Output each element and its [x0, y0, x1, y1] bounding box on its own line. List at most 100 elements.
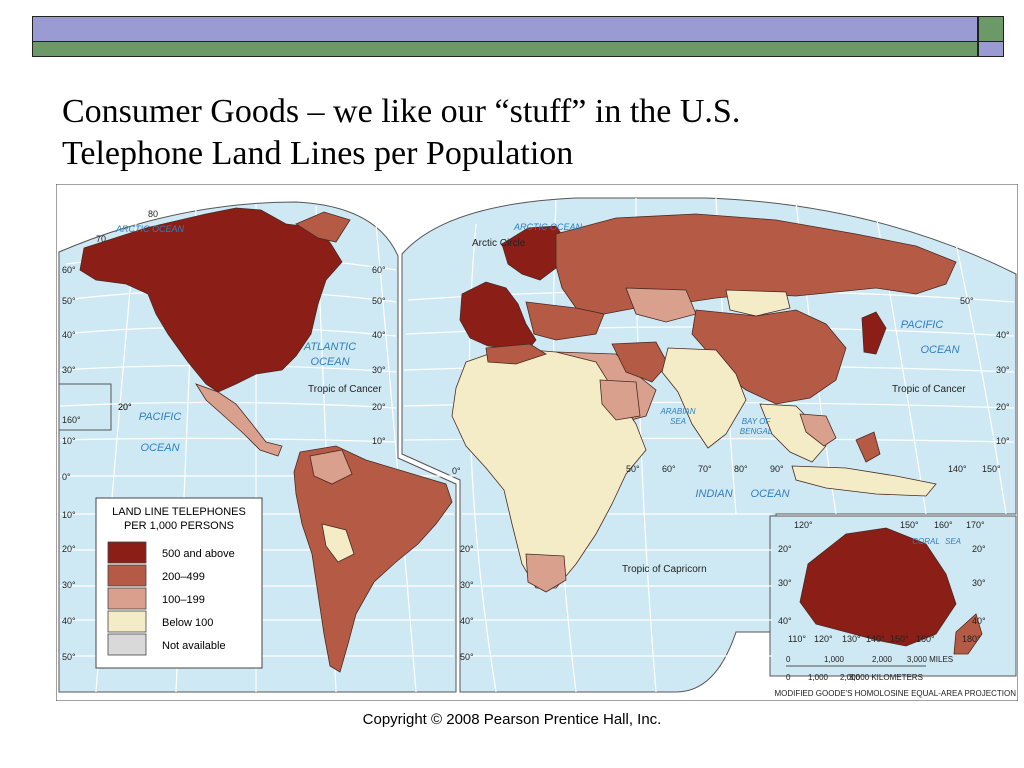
thailand-region — [799, 413, 837, 447]
latitude-labels-left: 80 70 60° 50° 40° 30° 20° 10° 0° 10° 20° 30° 40° 50° — [62, 209, 158, 662]
coordinate-label: 70 — [96, 234, 106, 244]
coordinate-label: 140° — [866, 634, 885, 644]
legend-label: 100–199 — [162, 594, 205, 606]
latitude-labels-middle: 60° 50° 40° 30° 20° 10° 20° 30° 40° 50° — [372, 265, 474, 662]
north-america-region — [79, 207, 343, 393]
coordinate-label: 30° — [996, 365, 1010, 375]
coral-sea-label-1: CORAL — [912, 537, 940, 546]
slide-title: Consumer Goods – we like our “stuff” in … — [62, 92, 740, 174]
title-line-2: Telephone Land Lines per Population — [62, 135, 574, 172]
mongolia-region — [725, 289, 791, 317]
coordinate-label: 160° — [916, 634, 935, 644]
coordinate-label: 10° — [372, 436, 386, 446]
coordinate-label: 0° — [62, 472, 71, 482]
scale-miles-label: 1,000 — [824, 655, 845, 664]
coordinate-label: 30° — [62, 580, 76, 590]
scale-km-label: 2,000 — [840, 673, 861, 682]
coordinate-label: 50° — [460, 652, 474, 662]
scale-miles-label: 3,000 MILES — [907, 655, 953, 664]
coordinate-label: 40° — [372, 330, 386, 340]
pacific-ocean-left-label-2: OCEAN — [140, 442, 179, 454]
arctic-circle-label: Arctic Circle — [472, 238, 526, 249]
longitude-labels-bottom: 0° 50° 60° 70° 80° 90° 140° 150° — [452, 464, 1001, 476]
coordinate-label: 20° — [62, 544, 76, 554]
legend-label: Not available — [162, 640, 226, 652]
coordinate-label: 40° — [972, 616, 986, 626]
bay-of-bengal-label-1: BAY OF — [742, 417, 772, 426]
coordinate-label: 20° — [778, 544, 792, 554]
bay-of-bengal-label-2: BENGAL — [740, 427, 772, 436]
legend-title-line-2: PER 1,000 PERSONS — [124, 520, 234, 532]
north-africa-coast-region — [485, 343, 547, 365]
latitude-labels-right: 50° 40° 30° 20° 10° — [960, 296, 1010, 446]
coordinate-label: 20° — [996, 402, 1010, 412]
indian-ocean-label-2: OCEAN — [750, 488, 789, 500]
coordinate-label: 160° — [934, 520, 953, 530]
coordinate-label: 50° — [62, 296, 76, 306]
coordinate-label: 40° — [778, 616, 792, 626]
scale-km-label: 1,000 — [808, 673, 829, 682]
legend-swatch — [107, 633, 147, 656]
scale-km-label: 0 — [786, 673, 791, 682]
arabian-sea-label-1: ARABIAN — [659, 407, 695, 416]
coordinate-label: 40° — [62, 616, 76, 626]
coordinate-label: 50° — [626, 464, 640, 474]
world-map: LAND LINE TELEPHONES PER 1,000 PERSONS 5… — [56, 184, 1018, 701]
ocean-labels: ARCTIC OCEAN ARCTIC OCEAN ATLANTIC OCEAN… — [115, 222, 961, 546]
iran-region — [611, 341, 669, 383]
scale-miles-label: 0 — [786, 655, 791, 664]
coordinate-label: 150° — [900, 520, 919, 530]
legend-label: 500 and above — [162, 548, 235, 560]
coordinate-label: 60° — [62, 265, 76, 275]
coordinate-label: 40° — [996, 330, 1010, 340]
coordinate-label: 30° — [460, 580, 474, 590]
title-bar-decoration — [32, 16, 1004, 57]
scale-km-label: 3,000 KILOMETERS — [849, 673, 923, 682]
south-africa-region — [525, 553, 567, 593]
legend-label: Below 100 — [162, 617, 213, 629]
scale-miles: 0 1,000 2,000 3,000 MILES — [786, 655, 953, 664]
legend-label: 200–499 — [162, 571, 205, 583]
decor-bar-green — [32, 42, 978, 57]
copyright-text: Copyright © 2008 Pearson Prentice Hall, … — [362, 711, 662, 728]
coordinate-label: 40° — [460, 616, 474, 626]
legend-title-line-1: LAND LINE TELEPHONES — [112, 506, 246, 518]
japan-region — [861, 311, 887, 355]
new-zealand-region — [953, 613, 983, 655]
hawaii-inset — [58, 383, 112, 431]
decor-bar-blue — [32, 16, 978, 42]
south-america-region — [293, 445, 453, 673]
coordinate-label: 10° — [62, 436, 76, 446]
coordinate-label: 110° — [788, 634, 806, 644]
hawaii-inset-labels: 160° 20° — [62, 402, 132, 425]
australia-inset-labels: 120° 150° 160° 170° 20° 20° 30° 30° 40° 40° 110° 12… — [778, 520, 986, 644]
tropic-of-cancer-left-label: Tropic of Cancer — [308, 384, 382, 395]
legend-swatch — [107, 541, 147, 564]
coordinate-label: 50° — [62, 652, 76, 662]
coordinate-label: 50° — [960, 296, 974, 306]
philippines-region — [855, 431, 881, 463]
decor-square-green — [978, 16, 1004, 42]
legend-swatch — [107, 564, 147, 587]
coordinate-label: 150° — [890, 634, 909, 644]
arabian-sea-label-2: SEA — [670, 417, 686, 426]
coordinate-label: 10° — [62, 510, 76, 520]
mexico-central-america-region — [195, 383, 283, 457]
coordinate-label: 150° — [982, 464, 1001, 474]
arctic-ocean-right-label: ARCTIC OCEAN — [513, 222, 583, 232]
coordinate-label: 170° — [966, 520, 985, 530]
coordinate-label: 70° — [698, 464, 712, 474]
scale-miles-label: 2,000 — [872, 655, 893, 664]
atlantic-ocean-label-1: ATLANTIC — [303, 341, 356, 353]
projection-label: MODIFIED GOODE'S HOMOLOSINE EQUAL-AREA P… — [774, 689, 1016, 698]
decor-square-blue — [978, 42, 1004, 57]
map-legend: LAND LINE TELEPHONES PER 1,000 PERSONS 5… — [95, 497, 263, 669]
indian-ocean-label-1: INDIAN — [695, 488, 732, 500]
legend-items: 500 and above 200–499 100–199 Below 100 Not … — [107, 541, 235, 656]
indonesia-region — [791, 465, 937, 497]
coordinate-label: 20° — [460, 544, 474, 554]
arctic-ocean-left-label: ARCTIC OCEAN — [115, 224, 185, 234]
coordinate-label: 20° — [118, 402, 132, 412]
tropic-of-cancer-right-label: Tropic of Cancer — [892, 384, 966, 395]
